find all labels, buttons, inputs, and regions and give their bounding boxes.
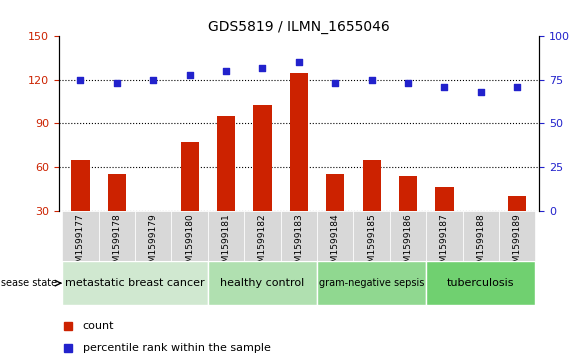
FancyBboxPatch shape (426, 261, 536, 305)
FancyBboxPatch shape (390, 211, 426, 261)
Text: GSM1599189: GSM1599189 (513, 213, 522, 274)
Text: GSM1599179: GSM1599179 (149, 213, 158, 274)
Bar (399, 176, 417, 211)
Text: GSM1599187: GSM1599187 (440, 213, 449, 274)
FancyBboxPatch shape (62, 261, 208, 305)
Text: disease state: disease state (0, 278, 57, 288)
Text: healthy control: healthy control (220, 278, 305, 288)
Text: GSM1599177: GSM1599177 (76, 213, 85, 274)
Point (440, 84, 449, 90)
FancyBboxPatch shape (353, 211, 390, 261)
Bar (289, 73, 308, 211)
FancyBboxPatch shape (244, 211, 281, 261)
FancyBboxPatch shape (98, 211, 135, 261)
Text: GSM1599178: GSM1599178 (113, 213, 121, 274)
Bar (217, 116, 235, 211)
Bar (180, 142, 199, 211)
FancyBboxPatch shape (208, 261, 317, 305)
Text: GSM1599188: GSM1599188 (476, 213, 485, 274)
Point (294, 60, 304, 65)
Text: metastatic breast cancer: metastatic breast cancer (65, 278, 205, 288)
Bar (108, 174, 126, 211)
FancyBboxPatch shape (426, 211, 463, 261)
FancyBboxPatch shape (317, 261, 426, 305)
Text: GSM1599181: GSM1599181 (222, 213, 230, 274)
Title: GDS5819 / ILMN_1655046: GDS5819 / ILMN_1655046 (208, 20, 390, 34)
Point (513, 84, 522, 90)
Text: GSM1599186: GSM1599186 (404, 213, 413, 274)
Text: GSM1599182: GSM1599182 (258, 213, 267, 274)
Point (403, 81, 413, 86)
FancyBboxPatch shape (281, 211, 317, 261)
Bar (326, 174, 345, 211)
Point (258, 65, 267, 70)
Bar (508, 196, 526, 211)
Point (112, 81, 121, 86)
FancyBboxPatch shape (499, 211, 536, 261)
Bar (71, 160, 90, 211)
Point (476, 89, 486, 95)
FancyBboxPatch shape (463, 211, 499, 261)
Point (222, 68, 231, 74)
Text: GSM1599185: GSM1599185 (367, 213, 376, 274)
Point (331, 81, 340, 86)
Text: gram-negative sepsis: gram-negative sepsis (319, 278, 424, 288)
Text: percentile rank within the sample: percentile rank within the sample (83, 343, 271, 352)
Point (367, 77, 376, 83)
Text: tuberculosis: tuberculosis (447, 278, 515, 288)
FancyBboxPatch shape (317, 211, 353, 261)
Text: GSM1599184: GSM1599184 (331, 213, 340, 274)
Text: count: count (83, 321, 114, 331)
FancyBboxPatch shape (172, 211, 208, 261)
Text: GSM1599183: GSM1599183 (294, 213, 304, 274)
Point (76, 77, 85, 83)
Point (185, 72, 195, 78)
Bar (253, 105, 271, 211)
Point (149, 77, 158, 83)
Bar (363, 160, 381, 211)
FancyBboxPatch shape (208, 211, 244, 261)
Text: GSM1599180: GSM1599180 (185, 213, 194, 274)
FancyBboxPatch shape (62, 211, 98, 261)
Bar (435, 187, 454, 211)
FancyBboxPatch shape (135, 211, 172, 261)
